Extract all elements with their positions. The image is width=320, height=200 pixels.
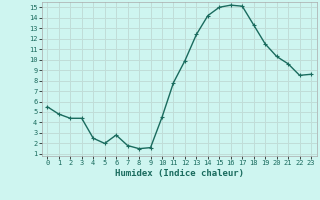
X-axis label: Humidex (Indice chaleur): Humidex (Indice chaleur) xyxy=(115,169,244,178)
